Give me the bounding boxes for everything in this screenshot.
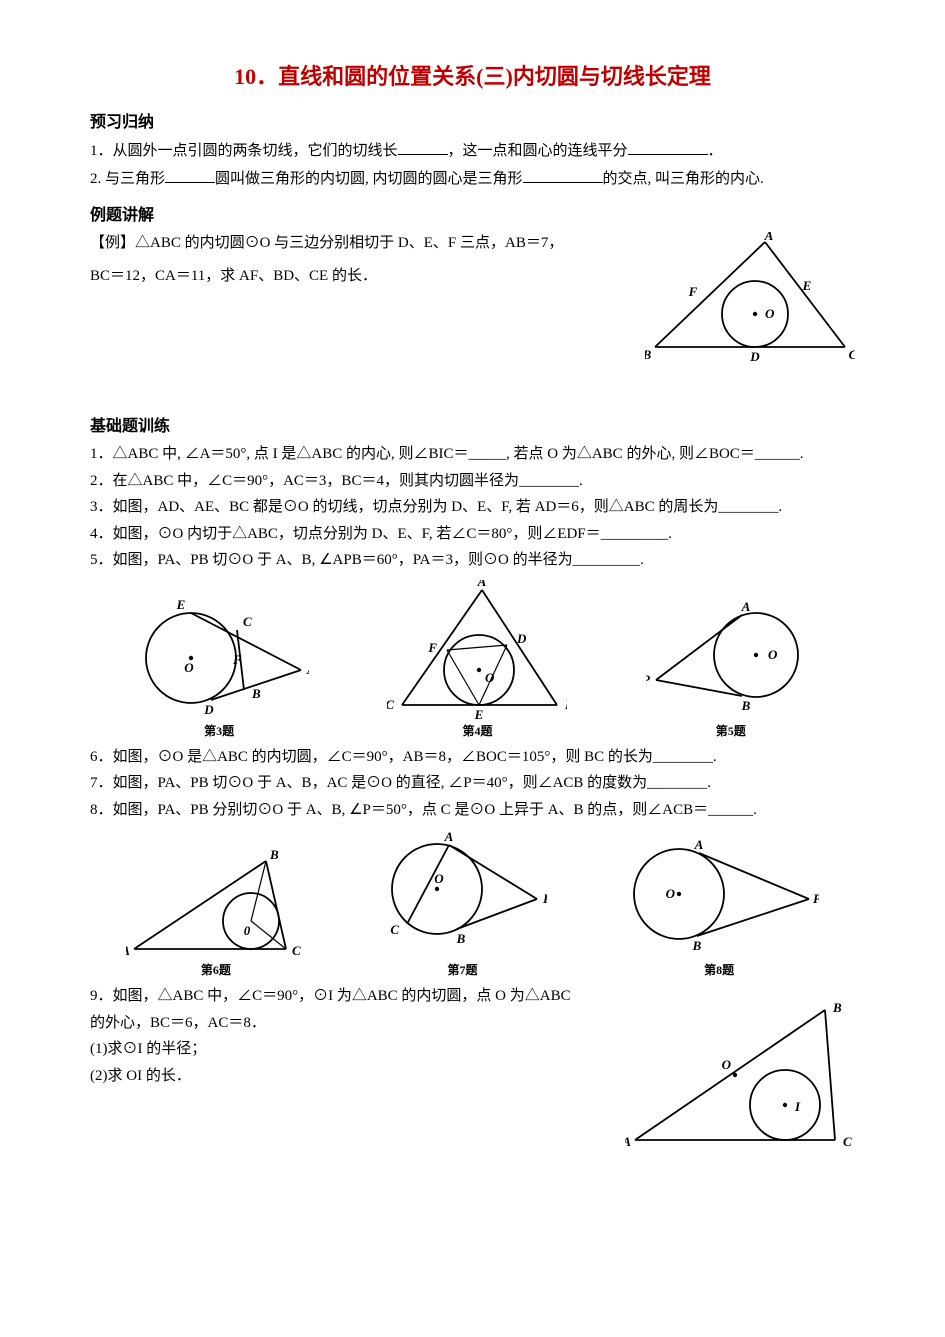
text: 1．从圆外一点引圆的两条切线，它们的切线长 <box>90 143 398 159</box>
svg-text:B: B <box>740 698 750 713</box>
svg-text:C: C <box>843 1134 852 1149</box>
fig8-icon: A B O P <box>619 839 819 959</box>
text: 圆叫做三角形的内切圆, 内切圆的圆心是三角形 <box>215 171 523 187</box>
svg-text:A: A <box>764 232 774 243</box>
svg-text:B: B <box>564 697 567 712</box>
svg-text:B: B <box>832 1000 842 1015</box>
question-9-block: 9．如图，△ABC 中，∠C＝90°，⊙I 为△ABC 的内切圆，点 O 为△A… <box>90 985 855 1155</box>
figure-9: A B C I O <box>625 995 855 1163</box>
preview-item-2: 2. 与三角形 圆叫做三角形的内切圆, 内切圆的圆心是三角形 的交点, 叫三角形的内… <box>90 167 855 191</box>
svg-text:A: A <box>477 580 487 589</box>
question-5: 5．如图，PA、PB 切⊙O 于 A、B, ∠APB＝60°，PA＝3，则⊙O … <box>90 549 855 572</box>
svg-text:P: P <box>543 891 547 906</box>
question-2: 2．在△ABC 中，∠C＝90°，AC＝3，BC＝4，则其内切圆半径为_____… <box>90 470 855 493</box>
svg-text:C: C <box>391 922 400 937</box>
svg-text:E: E <box>176 597 186 612</box>
svg-text:A: A <box>740 600 750 614</box>
blank <box>165 167 215 183</box>
svg-text:D: D <box>516 631 527 646</box>
page-title: 10．直线和圆的位置关系(三)内切圆与切线长定理 <box>90 60 855 93</box>
svg-text:O: O <box>666 886 676 901</box>
svg-text:B: B <box>692 938 702 953</box>
text: 的交点, 叫三角形的内心. <box>603 171 764 187</box>
svg-text:F: F <box>688 284 698 299</box>
preview-item-1: 1．从圆外一点引圆的两条切线，它们的切线长 ，这一点和圆心的连线平分 ． <box>90 139 855 163</box>
question-4: 4．如图，⊙O 内切于△ABC，切点分别为 D、E、F, 若∠C＝80°，则∠E… <box>90 523 855 546</box>
blank <box>523 167 603 183</box>
basic-heading: 基础题训练 <box>90 415 855 439</box>
svg-text:O: O <box>722 1057 732 1072</box>
fig4-label: 第4题 <box>387 722 567 740</box>
svg-text:D: D <box>749 349 760 362</box>
question-8: 8．如图，PA、PB 分别切⊙O 于 A、B, ∠P＝50°，点 C 是⊙O 上… <box>90 799 855 822</box>
svg-text:0: 0 <box>244 923 251 938</box>
fig6-icon: A B C 0 <box>126 849 306 959</box>
figure-4: A B C D E F O 第4题 <box>387 580 567 740</box>
svg-text:O: O <box>485 670 495 685</box>
fig7-label: 第7题 <box>377 961 547 979</box>
figure-8: A B O P 第8题 <box>619 839 819 979</box>
svg-text:A: A <box>306 662 309 677</box>
text: ． <box>708 143 723 159</box>
text: 2. 与三角形 <box>90 171 165 187</box>
fig5-icon: O A B P <box>646 600 816 720</box>
incircle-diagram-icon: A B C D E F O <box>645 232 855 362</box>
svg-text:B: B <box>456 931 466 946</box>
fig5-label: 第5题 <box>646 722 816 740</box>
example-block: 【例】△ABC 的内切圆⊙O 与三边分别相切于 D、E、F 三点，AB＝7， B… <box>90 232 855 401</box>
example-heading: 例题讲解 <box>90 204 855 228</box>
question-3: 3．如图，AD、AE、BC 都是⊙O 的切线，切点分别为 D、E、F, 若 AD… <box>90 496 855 519</box>
preview-heading: 预习归纳 <box>90 111 855 135</box>
fig9-icon: A B C I O <box>625 995 855 1155</box>
svg-text:O: O <box>768 647 778 662</box>
svg-text:B: B <box>269 849 279 862</box>
figure-row-1: O A B C D E F 第3题 A B C D E F O 第4题 O A B P 第5题 <box>90 580 855 740</box>
svg-text:B: B <box>251 686 261 701</box>
svg-text:C: C <box>243 614 252 629</box>
svg-text:A: A <box>126 943 130 958</box>
question-6: 6．如图，⊙O 是△ABC 的内切圆，∠C＝90°，AB＝8，∠BOC＝105°… <box>90 746 855 769</box>
fig4-icon: A B C D E F O <box>387 580 567 720</box>
figure-5: O A B P 第5题 <box>646 600 816 740</box>
fig6-label: 第6题 <box>126 961 306 979</box>
svg-text:B: B <box>645 347 652 362</box>
question-7: 7．如图，PA、PB 切⊙O 于 A、B，AC 是⊙O 的直径, ∠P＝40°，… <box>90 772 855 795</box>
svg-text:E: E <box>474 707 484 720</box>
svg-text:C: C <box>387 697 394 712</box>
text: ，这一点和圆心的连线平分 <box>448 143 628 159</box>
svg-text:F: F <box>232 652 242 667</box>
svg-text:D: D <box>203 702 214 717</box>
svg-text:I: I <box>794 1099 801 1114</box>
example-figure: A B C D E F O <box>645 232 855 370</box>
svg-text:A: A <box>694 839 704 852</box>
figure-row-2: A B C 0 第6题 A B C O P 第7题 A B O P 第8题 <box>90 829 855 979</box>
fig3-icon: O A B C D E F <box>129 590 309 720</box>
svg-text:O: O <box>765 306 775 321</box>
svg-text:C: C <box>849 347 855 362</box>
blank <box>628 139 708 155</box>
svg-text:A: A <box>444 829 454 844</box>
svg-text:O: O <box>184 660 194 675</box>
fig3-label: 第3题 <box>129 722 309 740</box>
svg-text:P: P <box>646 672 651 687</box>
svg-text:P: P <box>813 891 819 906</box>
fig8-label: 第8题 <box>619 961 819 979</box>
blank <box>398 139 448 155</box>
figure-6: A B C 0 第6题 <box>126 849 306 979</box>
svg-text:A: A <box>625 1134 631 1149</box>
svg-text:O: O <box>435 871 445 886</box>
figure-3: O A B C D E F 第3题 <box>129 590 309 740</box>
svg-text:E: E <box>802 278 812 293</box>
fig7-icon: A B C O P <box>377 829 547 959</box>
svg-text:C: C <box>292 943 301 958</box>
figure-7: A B C O P 第7题 <box>377 829 547 979</box>
question-1: 1．△ABC 中, ∠A＝50°, 点 I 是△ABC 的内心, 则∠BIC＝_… <box>90 443 855 466</box>
svg-text:F: F <box>428 640 438 655</box>
